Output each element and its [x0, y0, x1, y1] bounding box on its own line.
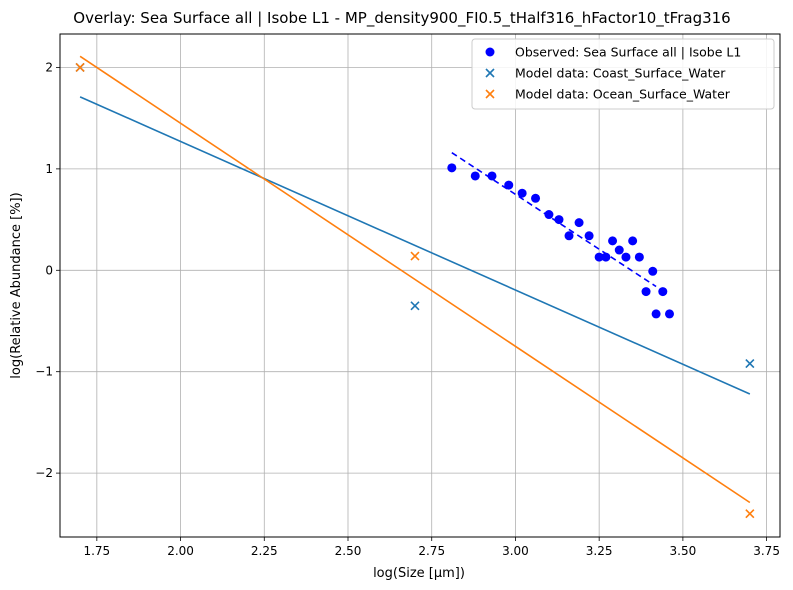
x-marker-stroke	[75, 62, 85, 73]
x-marker-stroke	[485, 68, 495, 78]
observed-point	[564, 231, 574, 241]
fit-line	[79, 96, 751, 395]
observed-point	[614, 245, 624, 255]
model-point	[745, 359, 755, 369]
grid	[60, 34, 780, 537]
legend-label: Model data: Ocean_Surface_Water	[515, 87, 731, 102]
observed-point	[574, 218, 584, 228]
observed-point	[608, 236, 618, 246]
x-marker-stroke	[745, 359, 755, 369]
y-tick-label: −1	[35, 365, 53, 379]
x-axis-label: log(Size [µm])	[373, 566, 465, 581]
model-point	[410, 301, 420, 311]
x-marker-stroke	[410, 251, 420, 261]
x-tick-label: 3.50	[670, 544, 697, 558]
legend-label: Observed: Sea Surface all | Isobe L1	[515, 45, 741, 60]
x-tick-label: 2.75	[418, 544, 445, 558]
legend: Observed: Sea Surface all | Isobe L1 Mode…	[471, 38, 775, 110]
observed-point	[504, 180, 514, 190]
legend-marker	[485, 89, 495, 99]
observed-point	[634, 252, 644, 262]
x-marker-stroke	[745, 509, 755, 519]
observed-point	[601, 252, 611, 262]
observed-point	[447, 163, 457, 173]
observed-point	[487, 171, 497, 181]
observed-point	[628, 236, 638, 246]
y-tick-label: 1	[45, 162, 53, 176]
y-tick-label: −2	[35, 466, 53, 480]
x-tick-label: 3.75	[753, 544, 780, 558]
axis-ticks: 1.75 2.00 2.25 2.50 2.75 3.00 3.25 3.50 3.75 −2 −1…	[35, 60, 780, 558]
chart-title: Overlay: Sea Surface all | Isobe L1 - MP…	[73, 9, 730, 28]
fit-lines	[79, 55, 751, 504]
x-tick-label: 2.00	[167, 544, 194, 558]
legend-box	[471, 38, 775, 110]
observed-point	[470, 171, 480, 181]
y-tick-label: 2	[45, 60, 53, 74]
y-axis-label: log(Relative Abundance [%])	[9, 192, 24, 378]
model-point	[745, 509, 755, 519]
observed-point	[584, 231, 594, 241]
legend-label: Model data: Coast_Surface_Water	[515, 66, 726, 81]
x-tick-label: 3.00	[502, 544, 529, 558]
x-tick-label: 3.25	[586, 544, 613, 558]
x-tick-label: 1.75	[83, 544, 110, 558]
y-tick-label: 0	[45, 263, 53, 277]
observed-point	[531, 193, 541, 203]
observed-point	[517, 188, 527, 198]
x-marker-stroke	[410, 301, 420, 311]
fit-line	[451, 151, 657, 288]
x-marker-stroke	[485, 89, 495, 99]
model-point	[410, 251, 420, 261]
observed-point	[621, 252, 631, 262]
observed-point	[641, 287, 651, 297]
x-tick-label: 2.50	[335, 544, 362, 558]
legend-marker	[485, 68, 495, 78]
observed-point	[658, 287, 668, 297]
x-tick-label: 2.25	[251, 544, 278, 558]
plot-frame	[59, 33, 781, 538]
model-point	[75, 62, 85, 73]
data-points	[75, 62, 755, 519]
observed-point	[648, 266, 658, 276]
observed-point	[554, 215, 564, 225]
observed-point	[664, 309, 674, 319]
observed-point	[544, 210, 554, 220]
legend-marker	[485, 47, 495, 57]
observed-point	[594, 252, 604, 262]
fit-line	[79, 55, 751, 504]
observed-point	[651, 309, 661, 319]
